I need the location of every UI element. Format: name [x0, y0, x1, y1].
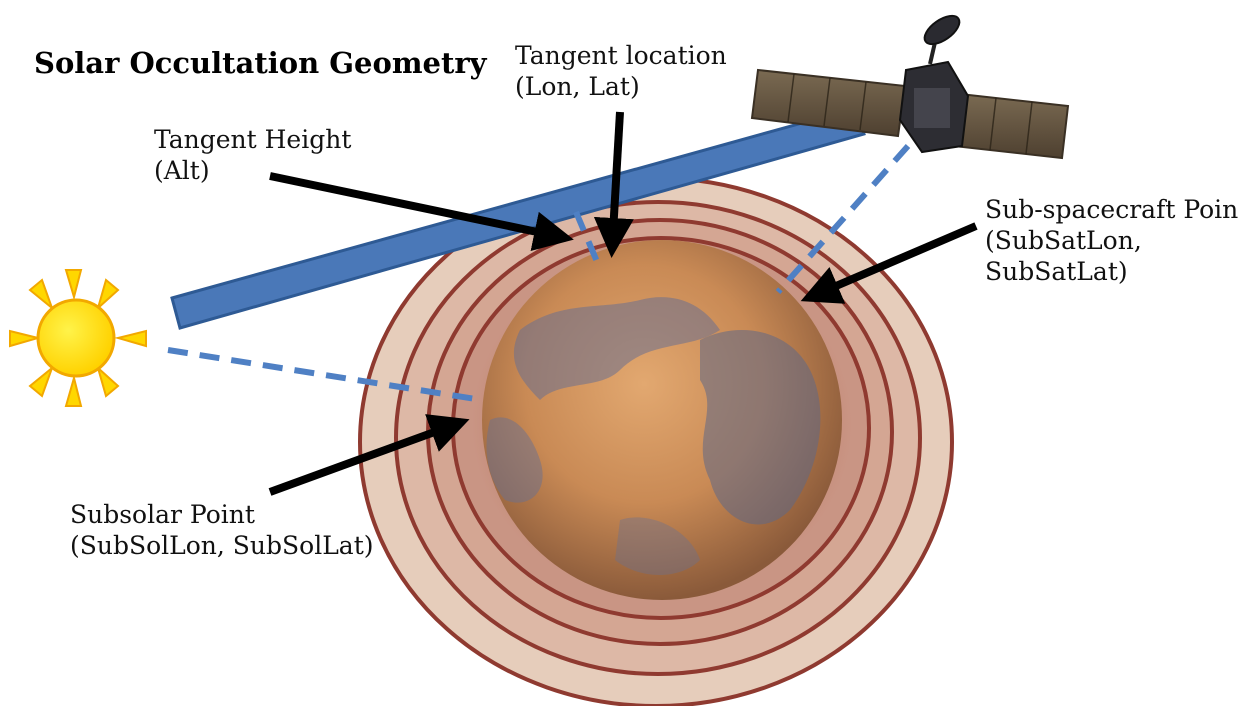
label-tangent-location-line1: Tangent location — [515, 41, 727, 70]
planet-mars — [482, 240, 842, 600]
arrow-tangent-height — [269, 172, 574, 252]
label-sub-spacecraft-line2: (SubSatLon, — [985, 226, 1142, 255]
subsolar-dashed-line — [167, 347, 483, 403]
label-tangent-height: Tangent Height (Alt) — [154, 124, 351, 186]
sun-icon — [9, 269, 147, 407]
pointer-arrows — [268, 111, 978, 496]
arrow-subsolar — [268, 414, 470, 496]
label-tangent-location: Tangent location (Lon, Lat) — [515, 40, 727, 102]
solar-panel-left — [750, 68, 907, 138]
spacecraft-icon — [750, 14, 1070, 160]
sub-spacecraft-dashed-line — [775, 144, 911, 294]
label-subsolar: Subsolar Point (SubSolLon, SubSolLat) — [70, 499, 374, 561]
antenna-dish — [923, 14, 961, 46]
label-subsolar-line1: Subsolar Point — [70, 500, 255, 529]
label-tangent-location-line2: (Lon, Lat) — [515, 72, 640, 101]
diagram-title: Solar Occultation Geometry — [34, 46, 487, 80]
occultation-beam — [170, 106, 866, 330]
label-sub-spacecraft: Sub-spacecraft Point (SubSatLon, SubSatL… — [985, 194, 1238, 287]
arrow-tangent-location — [593, 111, 634, 258]
solar-panel-right — [952, 92, 1070, 160]
label-tangent-height-line1: Tangent Height — [154, 125, 352, 154]
label-sub-spacecraft-line1: Sub-spacecraft Point — [985, 195, 1238, 224]
arrow-sub-spacecraft — [800, 222, 978, 304]
label-subsolar-line2: (SubSolLon, SubSolLat) — [70, 531, 374, 560]
label-tangent-height-line2: (Alt) — [154, 156, 210, 185]
label-sub-spacecraft-line3: SubSatLat) — [985, 257, 1128, 286]
